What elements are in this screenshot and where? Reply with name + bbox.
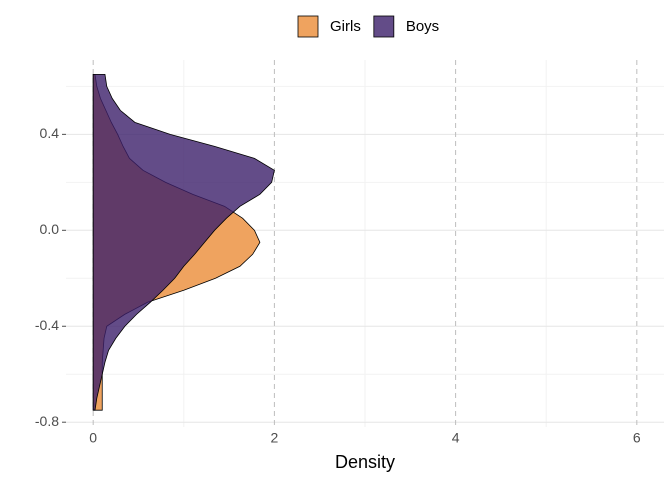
legend-label: Girls xyxy=(330,18,361,35)
x-axis-title: Density xyxy=(335,452,395,472)
legend-key xyxy=(373,15,395,38)
x-tick-label: 4 xyxy=(452,430,460,446)
y-tick-label: -0.4 xyxy=(35,317,59,333)
x-tick-label: 2 xyxy=(270,430,278,446)
x-tick-label: 0 xyxy=(89,430,97,446)
legend-key xyxy=(297,15,319,38)
legend-label: Boys xyxy=(406,18,439,35)
x-tick-label: 6 xyxy=(633,430,641,446)
y-tick-label: 0.4 xyxy=(40,125,60,141)
density-area xyxy=(92,73,275,411)
y-tick-label: 0.0 xyxy=(40,221,60,237)
y-tick-label: -0.8 xyxy=(35,413,59,429)
